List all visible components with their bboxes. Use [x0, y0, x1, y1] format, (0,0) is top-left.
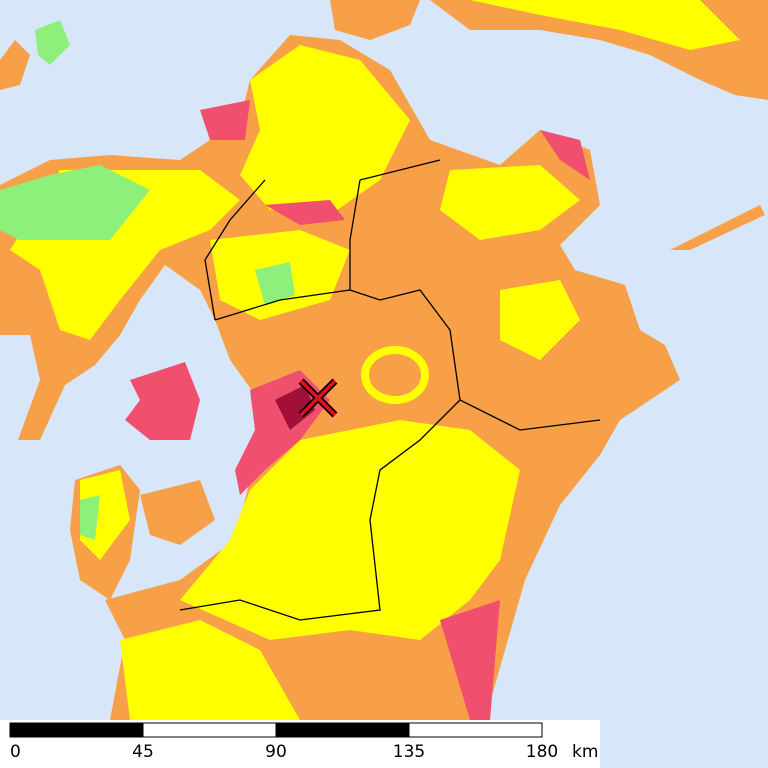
border	[359, 159, 441, 181]
border	[204, 179, 266, 321]
zone-low	[240, 45, 410, 215]
caldera	[361, 346, 429, 404]
scale-label: 45	[132, 742, 154, 762]
sea-bay	[120, 265, 255, 445]
border	[349, 179, 601, 431]
scale-label: 0	[10, 742, 21, 762]
land-honshu	[330, 0, 420, 40]
zone-high	[540, 130, 590, 180]
zone-lowest	[0, 165, 150, 240]
land-island	[35, 20, 70, 65]
borders	[179, 159, 601, 621]
zone-highest	[275, 385, 315, 430]
zone-high	[200, 100, 250, 140]
scale-bar: 0 45 90 135 180 km	[9, 722, 598, 762]
scale-segment	[275, 722, 410, 738]
zone-low	[180, 420, 520, 640]
scale-segment	[408, 722, 543, 738]
border	[214, 289, 351, 321]
border	[179, 399, 461, 621]
zone-low	[470, 0, 740, 50]
epicenter-mark	[299, 379, 337, 417]
land-island	[140, 480, 215, 545]
land	[0, 0, 768, 720]
land-peninsula	[670, 205, 765, 250]
scale-label: 90	[265, 742, 287, 762]
scale-unit: km	[572, 742, 598, 762]
zone-low	[500, 280, 580, 360]
scale-label: 135	[393, 742, 425, 762]
zone-high	[440, 600, 500, 720]
land-island	[0, 40, 30, 90]
scale-segment	[142, 722, 277, 738]
epicenter	[298, 378, 338, 418]
zone-low	[120, 620, 300, 720]
zone-lowest	[80, 495, 100, 540]
zone-lowest	[255, 262, 295, 305]
zone-high	[265, 200, 345, 225]
zone-low	[440, 165, 580, 240]
zone-high	[125, 362, 200, 440]
scale-segment	[9, 722, 144, 738]
scale-label: 180	[526, 742, 558, 762]
